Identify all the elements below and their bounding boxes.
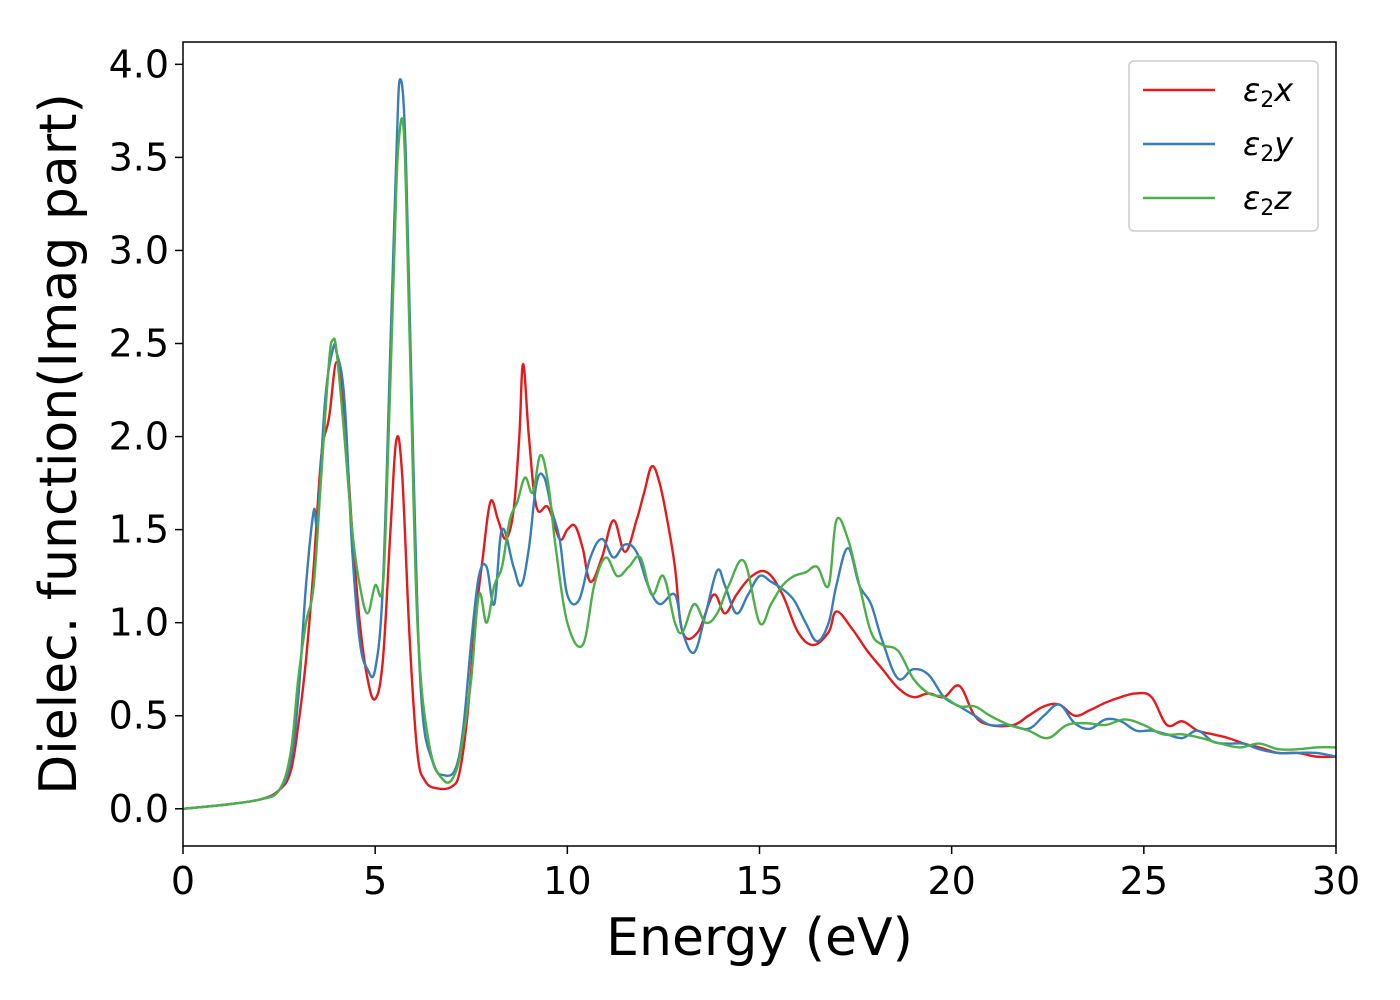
y-tick-label: 4.0: [109, 42, 169, 86]
legend-entry-y: ε2y: [1243, 125, 1294, 167]
legend-component: x: [1273, 71, 1294, 109]
x-tick-label: 25: [1120, 859, 1168, 903]
legend-component: y: [1273, 125, 1294, 163]
series-layer: [183, 78, 1336, 810]
x-tick-label: 20: [927, 859, 975, 903]
legend-entry-z: ε2z: [1243, 179, 1292, 221]
y-tick-label: 3.5: [109, 135, 169, 179]
x-tick-label: 0: [171, 859, 195, 903]
series-line-y: [183, 78, 1336, 810]
legend-base: ε: [1243, 125, 1260, 163]
y-tick-label: 2.5: [109, 322, 169, 366]
x-tick-label: 5: [363, 859, 387, 903]
legend-base: ε: [1243, 179, 1260, 217]
x-axis-label: Energy (eV): [606, 908, 913, 968]
legend-component: z: [1273, 179, 1292, 217]
y-tick-label: 0.0: [109, 787, 169, 831]
series-line-z: [183, 117, 1336, 810]
legend-entry-x: ε2x: [1243, 71, 1294, 113]
x-tick-label: 10: [543, 859, 591, 903]
y-tick-label: 0.5: [109, 694, 169, 738]
legend-box: [1128, 60, 1319, 232]
x-axis-ticks: 0 5 10 15 20 25 30: [171, 846, 1360, 903]
y-tick-label: 2.0: [109, 415, 169, 459]
legend-base: ε: [1243, 71, 1260, 109]
legend-subscript: 2: [1260, 196, 1274, 221]
y-tick-label: 1.5: [109, 508, 169, 552]
y-tick-label: 3.0: [109, 228, 169, 272]
y-tick-label: 1.0: [109, 601, 169, 645]
x-tick-label: 15: [735, 859, 783, 903]
x-tick-label: 30: [1312, 859, 1360, 903]
y-axis-label: Dielec. function(Imag part): [29, 93, 89, 795]
legend-subscript: 2: [1260, 142, 1274, 167]
series-line-x: [183, 360, 1336, 810]
y-axis-ticks: 0.0 0.5 1.0 1.5 2.0 2.5 3.0 3.5 4.0: [109, 42, 183, 831]
legend-subscript: 2: [1260, 88, 1274, 113]
